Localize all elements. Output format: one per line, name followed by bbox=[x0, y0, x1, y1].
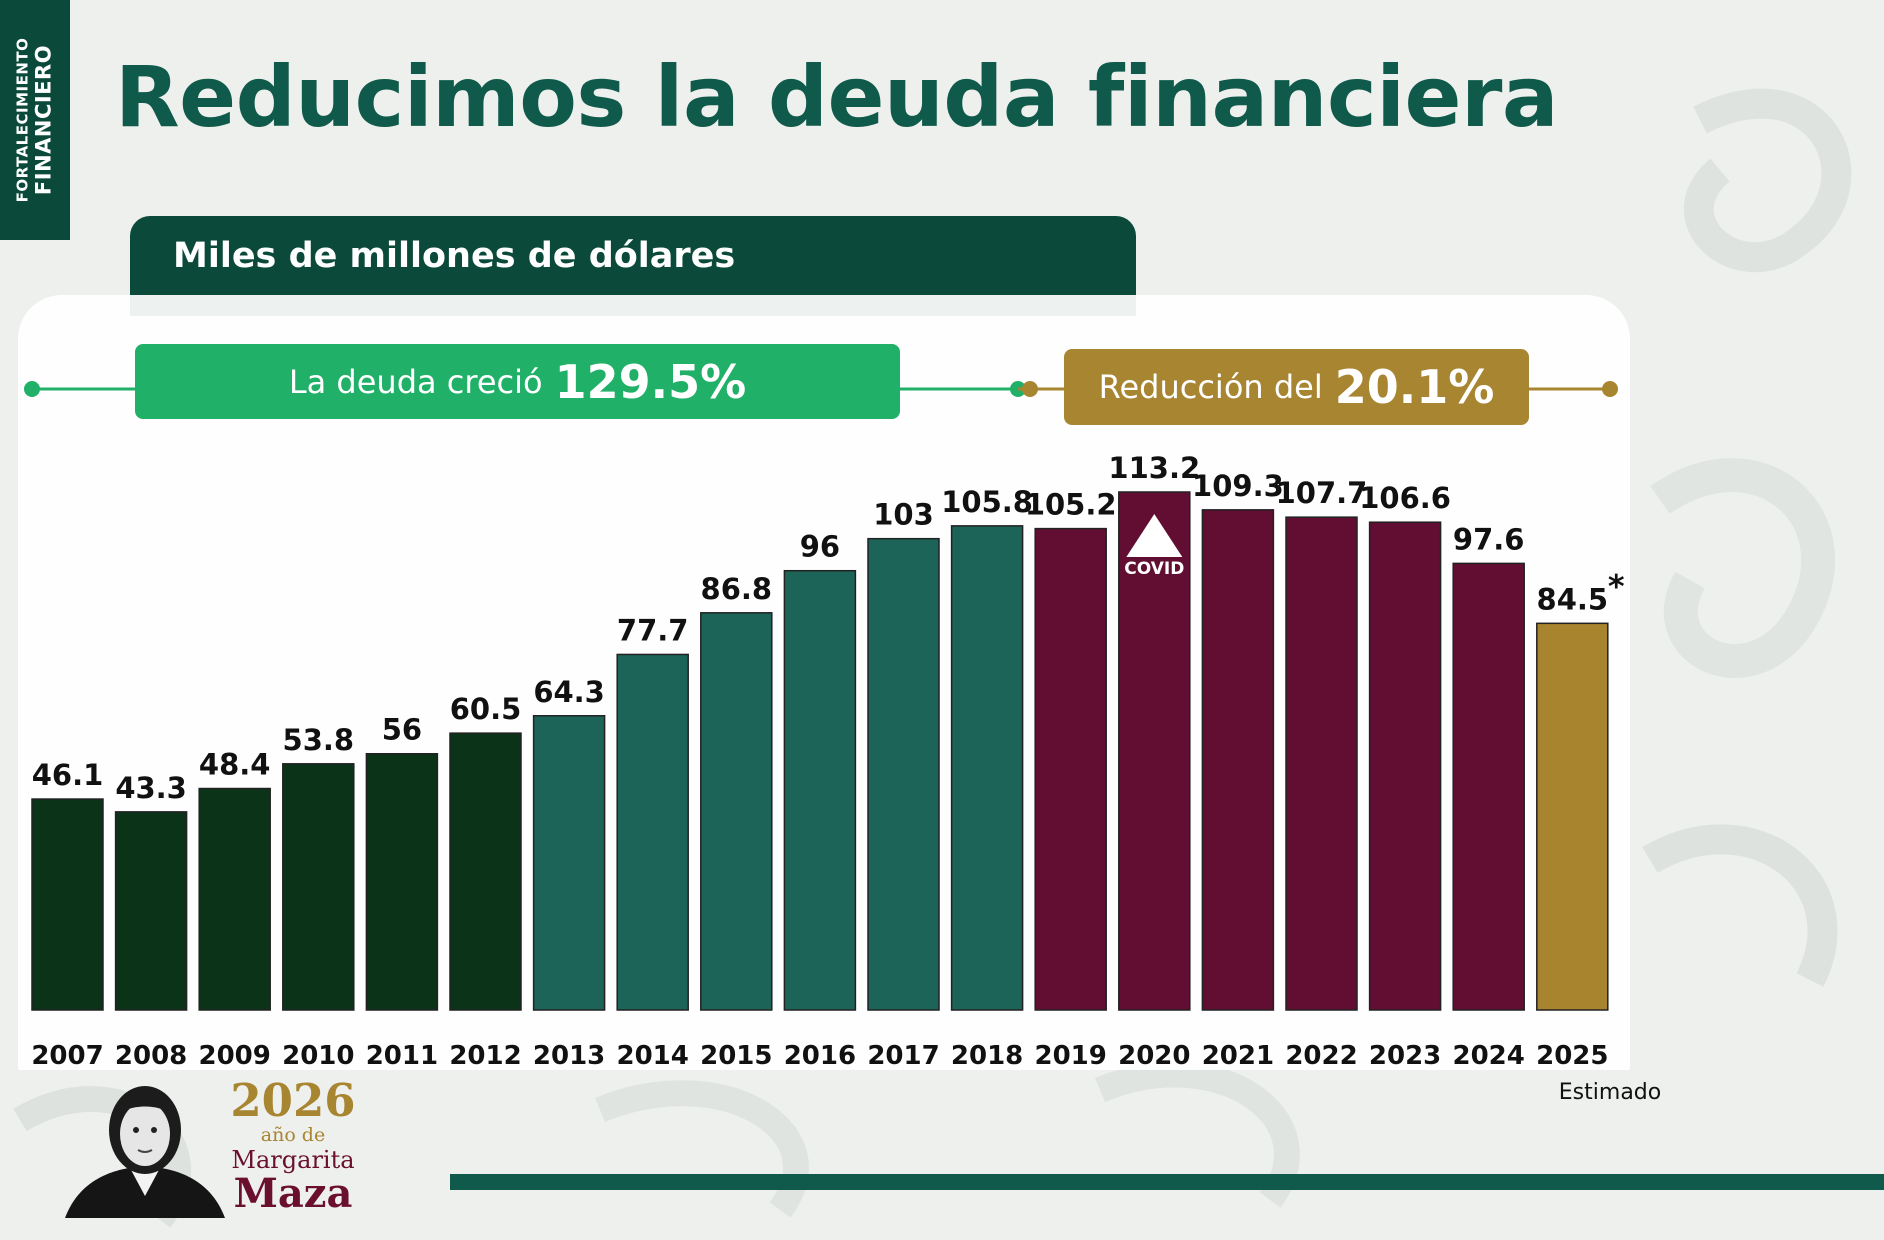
value-label-2011: 56 bbox=[382, 713, 422, 747]
covid-triangle-icon bbox=[1126, 514, 1183, 557]
year-label-2012: 2012 bbox=[449, 1041, 521, 1071]
value-label-2017: 103 bbox=[873, 498, 934, 532]
value-label-2024: 97.6 bbox=[1453, 522, 1525, 556]
year-label-2020: 2020 bbox=[1118, 1041, 1190, 1071]
value-label-2022: 107.7 bbox=[1276, 476, 1368, 510]
value-label-2019: 105.2 bbox=[1025, 488, 1117, 522]
bar-2012 bbox=[449, 732, 522, 1011]
reduction-pill-value: 20.1% bbox=[1334, 360, 1495, 414]
bar-2025 bbox=[1536, 622, 1609, 1011]
growth-pill-value: 129.5% bbox=[554, 354, 747, 409]
bar-2023 bbox=[1368, 521, 1442, 1011]
reduction-pill: Reducción del 20.1% bbox=[1064, 349, 1529, 425]
value-label-2021: 109.3 bbox=[1192, 469, 1284, 503]
bars-group: COVID bbox=[31, 491, 1609, 1011]
value-label-2012: 60.5 bbox=[450, 692, 522, 726]
bar-2007 bbox=[31, 798, 104, 1011]
value-label-2013: 64.3 bbox=[533, 675, 605, 709]
year-label-2008: 2008 bbox=[115, 1041, 187, 1071]
estimate-asterisk: * bbox=[1608, 567, 1625, 605]
value-label-2015: 86.8 bbox=[701, 572, 773, 606]
bar-2021 bbox=[1201, 509, 1275, 1011]
logo-line2: año de bbox=[260, 1124, 326, 1146]
bar-2017 bbox=[867, 537, 940, 1011]
margarita-maza-logo: 2026 año de Margarita Maza bbox=[60, 1068, 360, 1218]
bar-2022 bbox=[1285, 516, 1358, 1011]
year-label-2021: 2021 bbox=[1202, 1041, 1274, 1071]
logo-line3: Margarita bbox=[231, 1146, 355, 1174]
year-label-2013: 2013 bbox=[533, 1041, 605, 1071]
footer-bar bbox=[450, 1174, 1884, 1190]
bar-2018 bbox=[950, 525, 1024, 1011]
debt-bar-chart: COVID 46.1 43.3 48.4 53.8 56 60.5 64.3 77.7 86.8… bbox=[24, 381, 1625, 1071]
growth-pill: La deuda creció 129.5% bbox=[135, 344, 900, 419]
bar-2013 bbox=[532, 715, 606, 1011]
year-label-2015: 2015 bbox=[700, 1041, 772, 1071]
section-tab: FORTALECIMIENTO FINANCIERO bbox=[0, 0, 70, 240]
page-title: Reducimos la deuda financiera bbox=[115, 48, 1559, 146]
year-label-2009: 2009 bbox=[199, 1041, 271, 1071]
reduction-pill-text: Reducción del bbox=[1098, 368, 1323, 406]
year-label-2017: 2017 bbox=[867, 1041, 939, 1071]
bar-2014 bbox=[616, 653, 689, 1011]
portrait-illustration bbox=[65, 1086, 225, 1218]
bar-2010 bbox=[282, 763, 355, 1011]
bar-2019 bbox=[1034, 527, 1107, 1011]
timeline-dot-gold-start bbox=[1022, 381, 1038, 397]
year-label-2019: 2019 bbox=[1035, 1041, 1107, 1071]
timeline-dot-end bbox=[1602, 381, 1618, 397]
value-label-2018: 105.8 bbox=[941, 485, 1033, 519]
year-label-2016: 2016 bbox=[784, 1041, 856, 1071]
unit-label: Miles de millones de dólares bbox=[173, 236, 736, 276]
timeline-dot-start bbox=[24, 381, 40, 397]
timeline-connectors bbox=[24, 381, 1618, 397]
year-label-2022: 2022 bbox=[1285, 1041, 1357, 1071]
year-label-2014: 2014 bbox=[617, 1041, 689, 1071]
year-labels-group: 2007 2008 2009 2010 2011 2012 2013 2014 2015 2016… bbox=[31, 1041, 1608, 1071]
bar-2015 bbox=[700, 612, 773, 1011]
year-label-2025: 2025 bbox=[1536, 1041, 1608, 1071]
year-label-2007: 2007 bbox=[31, 1041, 103, 1071]
year-label-2024: 2024 bbox=[1453, 1041, 1525, 1071]
value-label-2016: 96 bbox=[800, 530, 840, 564]
estimated-note: Estimado bbox=[1558, 1080, 1662, 1105]
covid-label: COVID bbox=[1124, 559, 1184, 579]
bar-2024 bbox=[1452, 562, 1525, 1011]
value-label-2008: 43.3 bbox=[115, 771, 187, 805]
value-label-2025: 84.5 bbox=[1537, 582, 1609, 616]
value-label-2007: 46.1 bbox=[32, 758, 104, 792]
year-label-2018: 2018 bbox=[951, 1041, 1023, 1071]
value-label-2023: 106.6 bbox=[1359, 481, 1451, 515]
logo-line4: Maza bbox=[233, 1170, 353, 1217]
bar-2011 bbox=[365, 752, 439, 1011]
bar-2016 bbox=[783, 569, 857, 1011]
value-label-2010: 53.8 bbox=[283, 723, 355, 757]
value-label-2020: 113.2 bbox=[1108, 451, 1200, 485]
growth-pill-text: La deuda creció bbox=[288, 362, 543, 401]
logo-year: 2026 bbox=[230, 1074, 356, 1127]
year-label-2023: 2023 bbox=[1369, 1041, 1441, 1071]
year-label-2010: 2010 bbox=[282, 1041, 354, 1071]
bar-2008 bbox=[114, 811, 188, 1011]
bar-2009 bbox=[198, 787, 271, 1011]
bar-2020 bbox=[1118, 491, 1191, 1011]
value-label-2009: 48.4 bbox=[199, 748, 271, 782]
year-label-2011: 2011 bbox=[366, 1041, 438, 1071]
value-label-2014: 77.7 bbox=[617, 613, 689, 647]
